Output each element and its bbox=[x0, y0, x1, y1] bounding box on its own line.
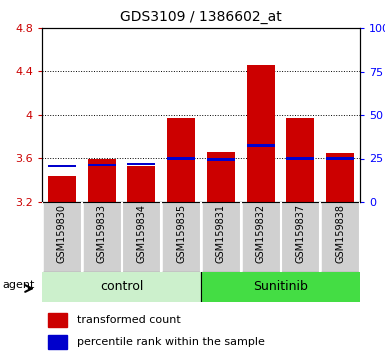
Bar bbox=[326, 153, 354, 202]
Text: GSM159838: GSM159838 bbox=[335, 204, 345, 263]
Text: GSM159832: GSM159832 bbox=[256, 204, 266, 263]
Bar bbox=[42, 272, 201, 302]
Text: percentile rank within the sample: percentile rank within the sample bbox=[77, 337, 265, 347]
Bar bbox=[48, 176, 76, 202]
Bar bbox=[163, 202, 199, 272]
Text: GSM159830: GSM159830 bbox=[57, 204, 67, 263]
Text: GSM159835: GSM159835 bbox=[176, 204, 186, 263]
Text: GSM159837: GSM159837 bbox=[295, 204, 305, 263]
Bar bbox=[88, 164, 116, 166]
Bar bbox=[207, 152, 235, 202]
Bar bbox=[127, 162, 155, 165]
Bar bbox=[201, 272, 360, 302]
Text: GSM159834: GSM159834 bbox=[136, 204, 146, 263]
Bar bbox=[326, 157, 354, 160]
Bar bbox=[49, 335, 67, 349]
Bar bbox=[286, 118, 314, 202]
Bar bbox=[286, 157, 314, 160]
Text: Sunitinib: Sunitinib bbox=[253, 280, 308, 293]
Bar bbox=[207, 158, 235, 161]
Bar bbox=[203, 202, 239, 272]
Text: transformed count: transformed count bbox=[77, 315, 181, 325]
Bar bbox=[44, 202, 80, 272]
Bar bbox=[127, 166, 155, 202]
Bar bbox=[167, 118, 195, 202]
Bar bbox=[283, 202, 318, 272]
Text: GSM159831: GSM159831 bbox=[216, 204, 226, 263]
Text: control: control bbox=[100, 280, 143, 293]
Text: agent: agent bbox=[2, 280, 35, 291]
Bar bbox=[124, 202, 159, 272]
Title: GDS3109 / 1386602_at: GDS3109 / 1386602_at bbox=[120, 10, 282, 24]
Bar bbox=[167, 157, 195, 160]
Bar bbox=[49, 313, 67, 327]
Bar bbox=[88, 159, 116, 202]
Bar bbox=[243, 202, 278, 272]
Bar bbox=[247, 144, 275, 147]
Bar bbox=[84, 202, 119, 272]
Bar bbox=[322, 202, 358, 272]
Text: GSM159833: GSM159833 bbox=[97, 204, 107, 263]
Bar bbox=[247, 65, 275, 202]
Bar bbox=[48, 165, 76, 167]
